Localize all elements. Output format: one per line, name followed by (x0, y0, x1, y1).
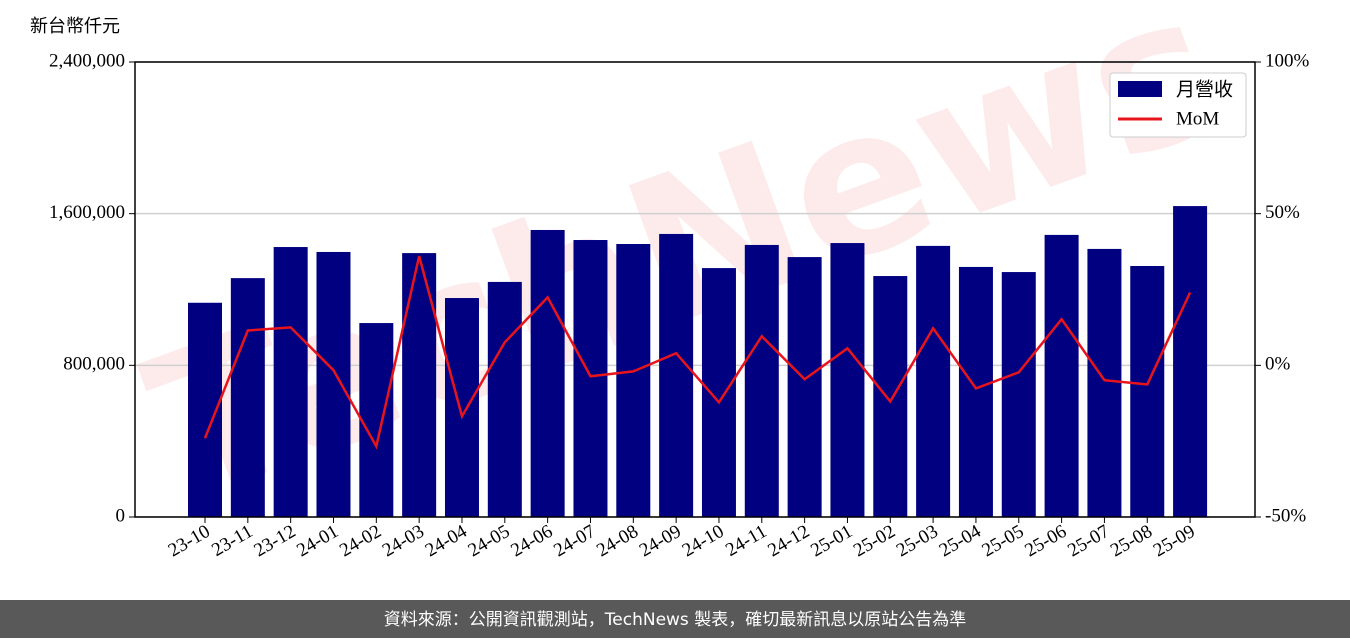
y2-tick-label: 50% (1265, 202, 1300, 223)
bar (787, 257, 822, 517)
y-axis-label: 新台幣仟元 (30, 16, 120, 37)
legend-label: MoM (1176, 108, 1219, 129)
plot-frame (134, 61, 1256, 518)
x-tick-label: 25-02 (850, 521, 899, 561)
bar (916, 245, 951, 518)
x-tick-label: 23-12 (250, 521, 299, 561)
bar (659, 233, 694, 517)
x-tick-label: 25-01 (807, 521, 856, 561)
y-tick-label: 2,400,000 (49, 50, 125, 71)
x-tick-label: 24-06 (507, 521, 556, 561)
x-tick-label: 24-10 (679, 521, 728, 561)
bar (530, 229, 565, 518)
x-tick-label: 25-07 (1064, 521, 1113, 561)
legend-label: 月營收 (1176, 79, 1233, 101)
x-tick-label: 24-12 (764, 521, 813, 561)
bar (1044, 234, 1079, 517)
x-tick-label: 24-02 (336, 521, 385, 561)
bar (958, 266, 993, 517)
x-tick-label: 25-08 (1107, 521, 1156, 561)
bar (1087, 248, 1122, 517)
bar (616, 244, 651, 517)
x-tick-label: 24-09 (636, 521, 685, 561)
bar (873, 276, 908, 517)
y-tick-label: 1,600,000 (49, 202, 125, 223)
bar (402, 253, 437, 517)
x-tick-label: 25-09 (1150, 521, 1199, 561)
x-tick-label: 24-04 (422, 521, 471, 562)
y2-tick-label: -50% (1265, 505, 1306, 526)
x-tick-label: 25-03 (893, 521, 942, 561)
bar (1001, 272, 1036, 517)
x-tick-label: 24-03 (379, 521, 428, 561)
y-tick-label: 0 (116, 505, 126, 526)
bar (701, 268, 736, 517)
x-tick-label: 23-10 (165, 521, 214, 561)
line (203, 255, 1192, 450)
bar (573, 240, 608, 518)
x-tick-label: 24-01 (293, 521, 342, 561)
bar (316, 251, 351, 517)
bar (1130, 265, 1165, 517)
x-tick-label: 24-05 (465, 521, 514, 561)
bar (230, 278, 265, 517)
x-tick-label: 25-06 (1021, 521, 1070, 561)
x-tick-label: 25-04 (936, 521, 985, 562)
footer: 資料來源：公開資訊觀測站，TechNews 製表，確切最新訊息以原站公告為準 (384, 610, 966, 630)
legend-swatch (1118, 81, 1162, 97)
bar (487, 281, 522, 517)
x-tick-label: 24-07 (550, 521, 599, 561)
bar (830, 243, 865, 518)
x-tick-label: 24-11 (722, 521, 770, 561)
y2-tick-label: 100% (1265, 50, 1310, 71)
y-tick-label: 800,000 (63, 354, 125, 375)
bar (273, 247, 308, 518)
bar (744, 244, 779, 517)
x-tick-label: 25-05 (979, 521, 1028, 561)
bar (1173, 206, 1208, 518)
y2-tick-label: 0% (1265, 354, 1291, 375)
bar (359, 323, 394, 517)
x-tick-label: 24-08 (593, 521, 642, 561)
footer-bar (0, 600, 1350, 638)
bar (444, 298, 479, 517)
